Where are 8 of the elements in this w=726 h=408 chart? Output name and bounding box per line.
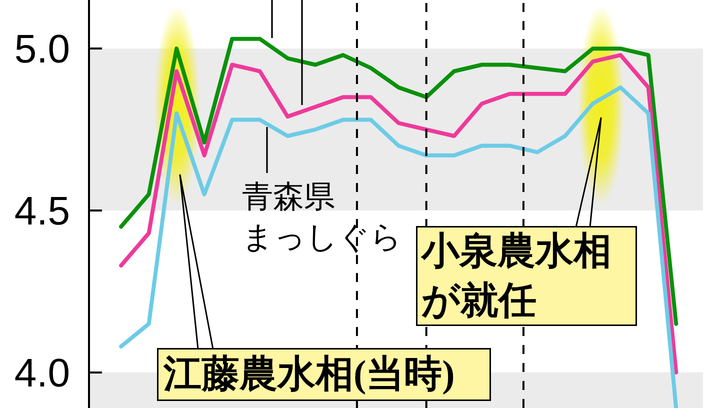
- y-tick-label: 4.0: [14, 351, 70, 396]
- line-series: [119, 85, 678, 408]
- annotation: 江藤農水相(当時): [162, 354, 455, 396]
- y-tick-label: 4.5: [14, 189, 70, 234]
- y-tick-label: 5.0: [14, 28, 70, 72]
- series-label: 青森県まっしぐら: [242, 179, 402, 254]
- line-series: [119, 36, 678, 326]
- annotation: 小泉農水相が就任: [420, 230, 612, 322]
